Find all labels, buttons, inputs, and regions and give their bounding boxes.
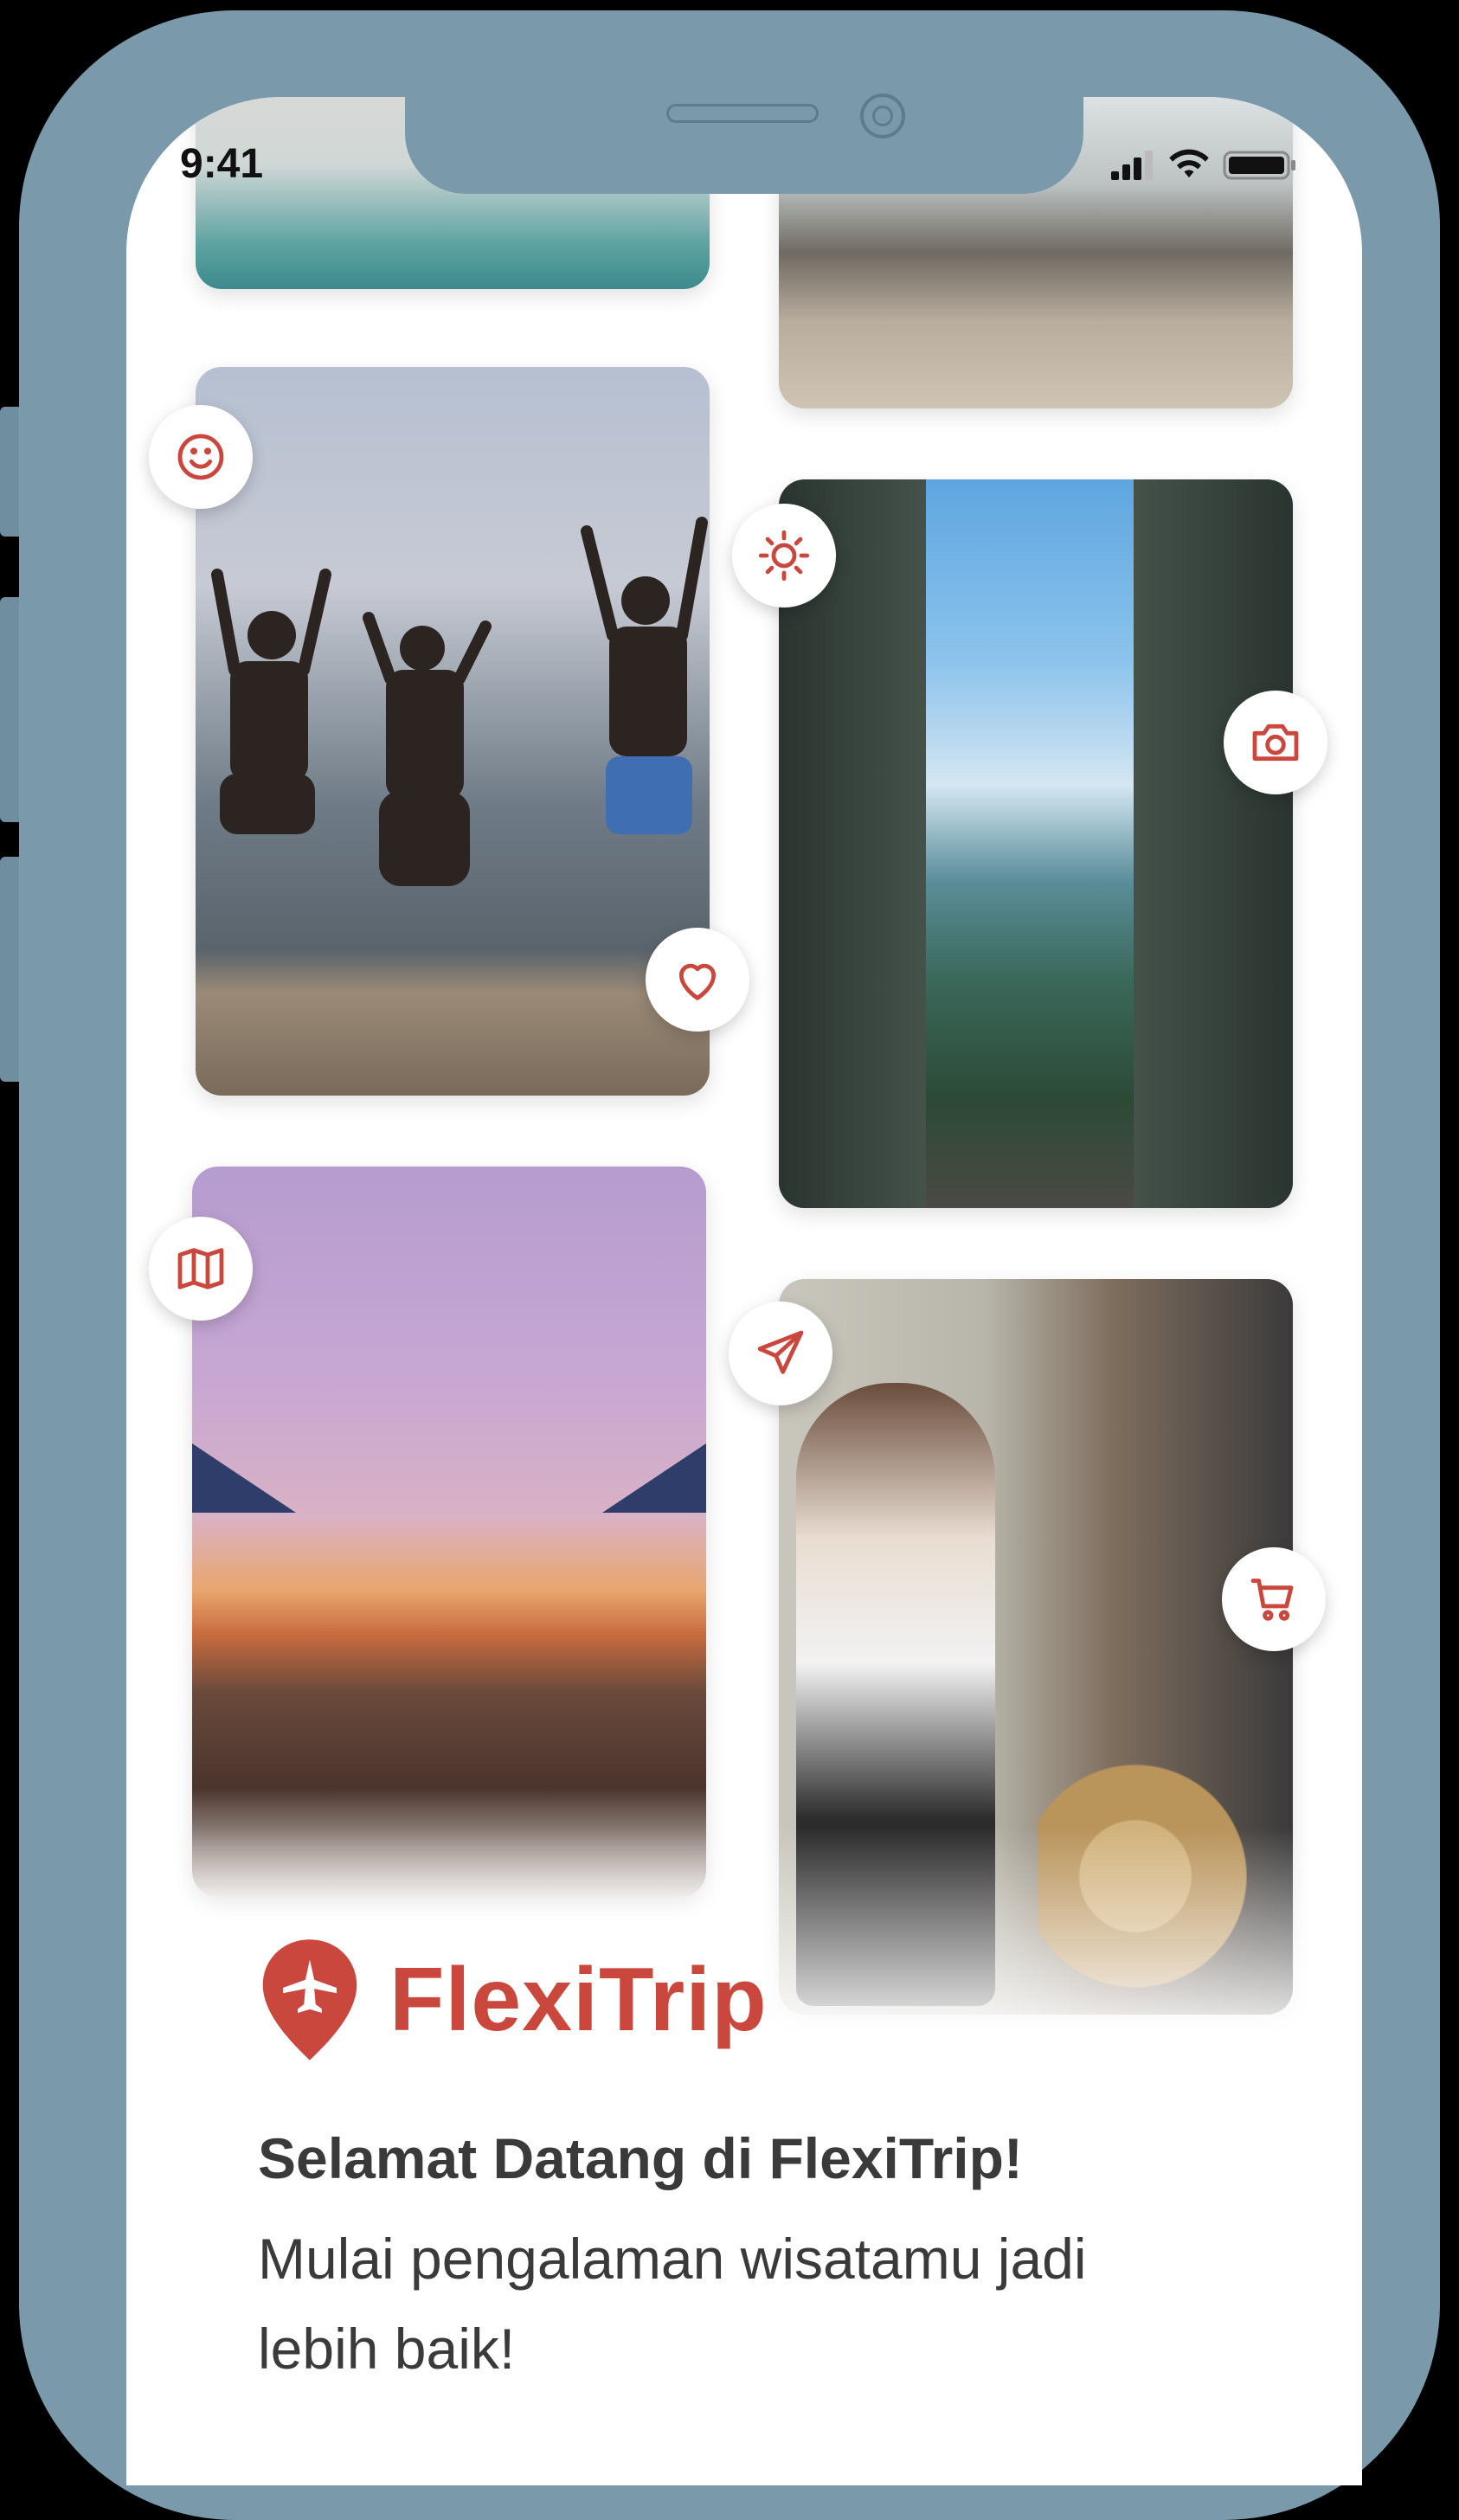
phone-notch <box>405 97 1083 194</box>
plane-pin-icon <box>262 1939 357 2060</box>
phone-side-button <box>0 857 19 1082</box>
map-button[interactable] <box>149 1217 253 1321</box>
camera-icon <box>1252 723 1299 762</box>
temple-gate-photo[interactable] <box>779 479 1293 1208</box>
send-icon <box>757 1330 804 1374</box>
wifi-icon <box>1169 149 1210 178</box>
smile-button[interactable] <box>149 405 253 509</box>
pier-left-gazebo <box>192 1443 296 1513</box>
heart-button[interactable] <box>646 928 749 1032</box>
camera-button[interactable] <box>1224 691 1327 794</box>
heart-icon <box>678 963 717 1000</box>
people-silhouettes <box>211 517 708 886</box>
sunset-pier-photo[interactable] <box>192 1167 706 1897</box>
phone-side-button <box>0 407 19 537</box>
phone-side-button <box>0 597 19 822</box>
smile-icon <box>177 434 224 480</box>
gate-right-pillar <box>1134 479 1293 1208</box>
phone-front-camera <box>860 93 905 138</box>
send-button[interactable] <box>729 1302 832 1405</box>
welcome-title: Selamat Datang di FlexiTrip! <box>258 2126 1023 2190</box>
sun-icon <box>758 530 810 582</box>
sun-button[interactable] <box>732 504 836 608</box>
phone-speaker <box>666 104 819 123</box>
signal-icon <box>1111 151 1153 180</box>
brand-name: FlexiTrip <box>389 1949 768 2050</box>
app-screen: FlexiTrip Selamat Datang di FlexiTrip! M… <box>126 97 1362 2485</box>
cart-icon <box>1250 1578 1294 1621</box>
brand-logo: FlexiTrip <box>256 1935 768 2065</box>
status-time: 9:41 <box>180 141 264 187</box>
status-icons <box>1109 147 1297 182</box>
cart-button[interactable] <box>1222 1547 1326 1651</box>
map-icon <box>177 1248 224 1289</box>
pier-right-gazebo <box>602 1443 706 1513</box>
jumping-friends-photo[interactable] <box>196 367 710 1096</box>
battery-icon <box>1223 151 1295 180</box>
welcome-subtitle: Mulai pengalaman wisatamu jadi lebih bai… <box>258 2227 1087 2381</box>
